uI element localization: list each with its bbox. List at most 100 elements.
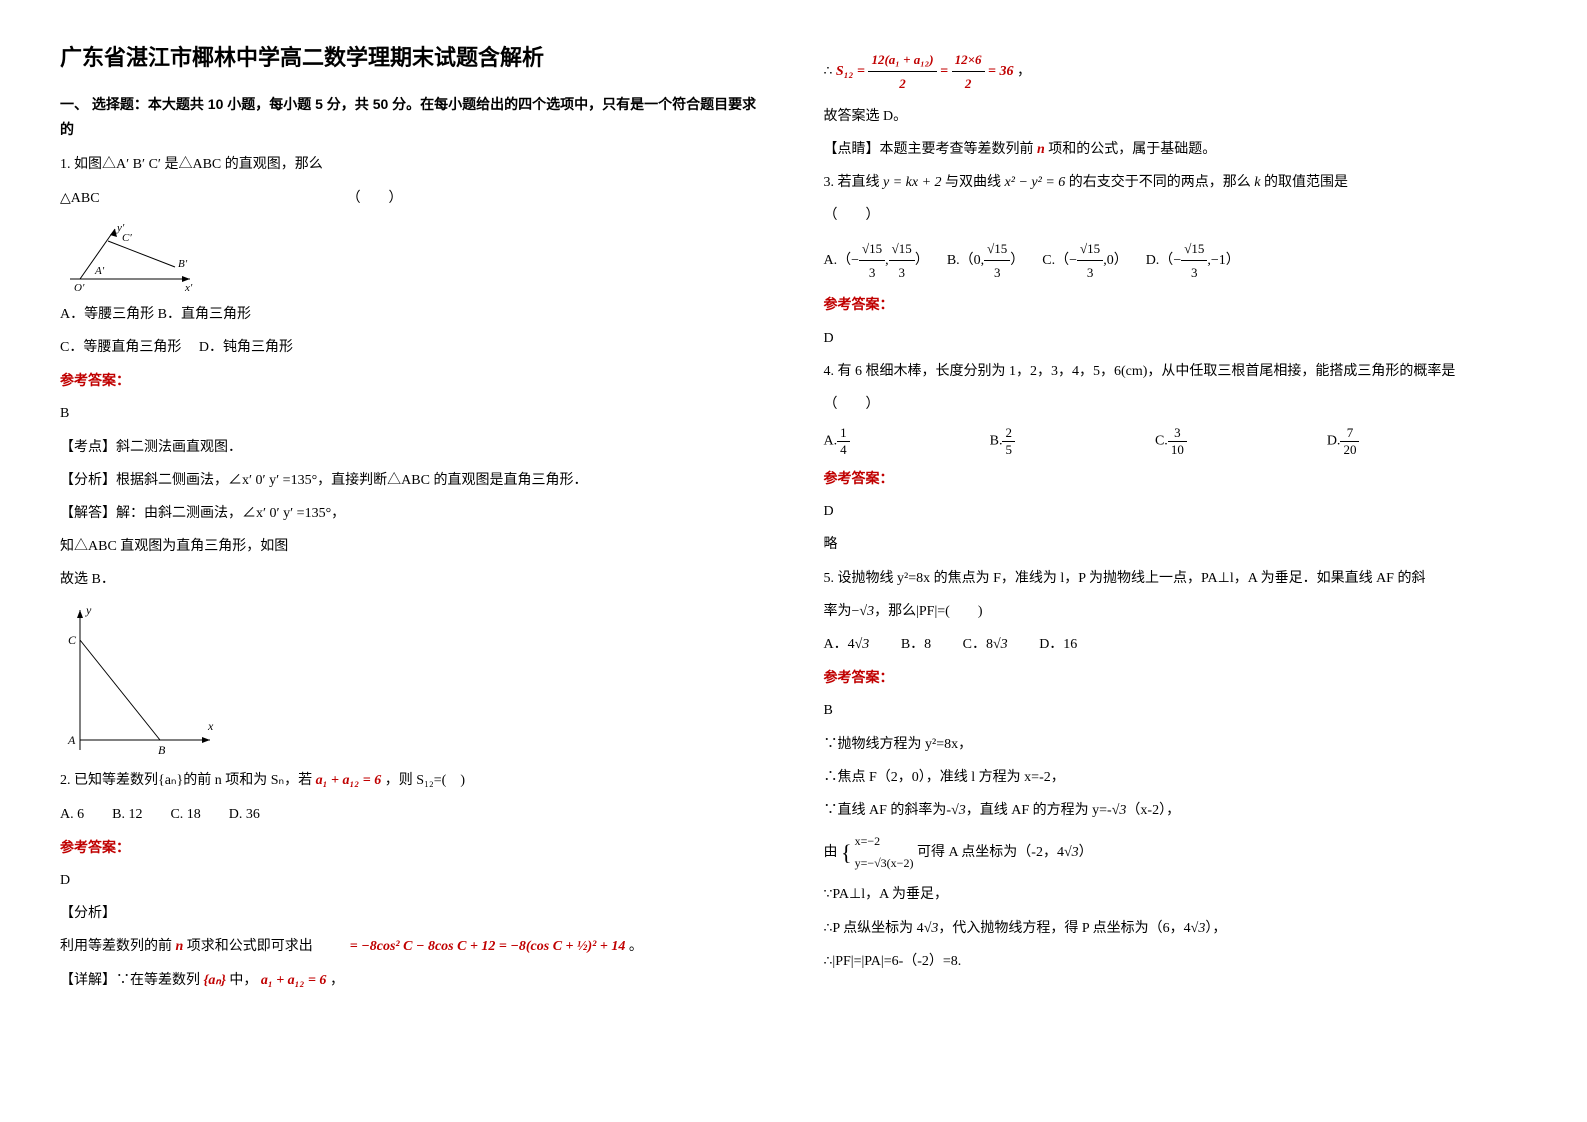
- q2-stem: 2. 已知等差数列{aₙ}的前 n 项和为 Sₙ，若 a₁ + a₁₂ = 6 …: [60, 768, 764, 793]
- q5-l5: ∵PA⊥l，A 为垂足，: [824, 882, 1528, 907]
- q5-s2a: 率为−: [824, 604, 860, 619]
- q2-dp: 【点睛】本题主要考查等差数列前 n 项和的公式，属于基础题。: [824, 137, 1528, 162]
- q5-stem1: 5. 设抛物线 y²=8x 的焦点为 F，准线为 l，P 为抛物线上一点，PA⊥…: [824, 566, 1528, 591]
- q1-ans-label: 参考答案：: [60, 368, 764, 393]
- q2-dp2: 项和的公式，属于基础题。: [1048, 142, 1216, 157]
- q5C-sqrt: √3: [993, 637, 1008, 652]
- svg-text:B: B: [158, 743, 166, 757]
- q5-l4c: ）: [1079, 845, 1093, 860]
- q5-l6b: ，代入抛物线方程，得 P 点坐标为（6，4: [938, 921, 1190, 936]
- q2-stem-text: 2. 已知等差数列{aₙ}的前 n 项和为 Sₙ，若: [60, 773, 312, 788]
- q5-l6a: ∴P 点纵坐标为 4: [824, 921, 924, 936]
- q3C-neg: −: [1069, 253, 1077, 268]
- q2-detail2: 中，: [229, 973, 257, 988]
- q1-optC: C．等腰直角三角形: [60, 340, 181, 355]
- q5-l6s1: √3: [924, 921, 939, 936]
- q3B-f: √153: [984, 237, 1010, 285]
- q5-l4b: 可得 A 点坐标为（-2，4: [917, 845, 1064, 860]
- s12-frac1-d: 2: [868, 72, 936, 95]
- q3B-pre: B.（: [947, 253, 974, 268]
- q3D-neg: −: [1173, 253, 1181, 268]
- q3D-suf: ）: [1226, 253, 1240, 268]
- q2-detail: 【详解】∵在等差数列 {aₙ} 中， a₁ + a₁₂ = 6 ，: [60, 968, 764, 993]
- q4B-n: 2: [1002, 425, 1015, 442]
- q1-paren: （ ）: [347, 191, 403, 206]
- s12-frac2-d: 2: [952, 72, 985, 95]
- q3D-f: √153: [1181, 237, 1207, 285]
- q3A-f1: √153: [859, 237, 885, 285]
- q5-stem2: 率为−√3，那么|PF|=( ): [824, 599, 1528, 624]
- svg-text:B′: B′: [178, 258, 188, 270]
- q5-l4: 由 { x=−2 y=−√3(x−2) 可得 A 点坐标为（-2，4√3）: [824, 831, 1528, 874]
- q3-paren: （ ）: [824, 203, 1528, 228]
- q1-ans: B: [60, 401, 764, 426]
- q2-detail3: a₁ + a₁₂ = 6: [261, 973, 327, 988]
- q4-stem: 4. 有 6 根细木棒，长度分别为 1，2，3，4，5，6(cm)，从中任取三根…: [824, 359, 1528, 384]
- q5-l6s2: √3: [1191, 921, 1206, 936]
- q5C: C．8: [963, 637, 993, 652]
- q2-tail: ，则 S₁₂=( ): [385, 773, 465, 788]
- q1-figure2: y x C A B: [60, 600, 220, 760]
- q2-long-formula: = −8cos² C − 8cos C + 12 = −8(cos C + ½)…: [350, 939, 626, 954]
- q4-optC: C.310: [1155, 425, 1187, 458]
- q5-s2b: ，那么|PF|=( ): [874, 604, 982, 619]
- q1-abc: △ABC: [60, 191, 100, 206]
- q3-eq2: x² − y² = 6: [1005, 175, 1066, 190]
- svg-text:y: y: [85, 603, 92, 617]
- q3B-suf: ）: [1010, 253, 1024, 268]
- q3-ans: D: [824, 326, 1528, 351]
- s12-res: = 36: [988, 64, 1013, 79]
- q5D: D．16: [1039, 637, 1077, 652]
- q4A-lbl: A.: [824, 434, 838, 449]
- q4C-n: 3: [1168, 425, 1187, 442]
- svg-text:A: A: [67, 733, 76, 747]
- q5-ans-label: 参考答案：: [824, 665, 1528, 690]
- q1-kp: 【考点】斜二测法画直观图．: [60, 435, 764, 460]
- q1-opts-ab: A．等腰三角形 B．直角三角形: [60, 302, 764, 327]
- q4-optB: B.25: [990, 425, 1015, 458]
- q5-l3s2: √3: [1112, 803, 1127, 818]
- q5-sqrt3a: √3: [859, 604, 874, 619]
- q5-sys2: y=−√3(x−2): [855, 853, 914, 875]
- q2-so: 故答案选 D。: [824, 104, 1528, 129]
- q4B-frac: 25: [1002, 425, 1015, 458]
- q3-eq1: y = kx + 2: [883, 175, 942, 190]
- q3-stem: 3. 若直线 y = kx + 2 与双曲线 x² − y² = 6 的右支交于…: [824, 170, 1528, 195]
- s12-line: ∴ S₁₂ = 12(a₁ + a₁₂) 2 = 12×6 2 = 36 ，: [824, 48, 1528, 96]
- q2-detail1: 【详解】∵在等差数列: [60, 973, 200, 988]
- q2-comma: ，: [330, 973, 344, 988]
- q4D-d: 20: [1340, 442, 1359, 458]
- q2-dp1: 【点睛】本题主要考查等差数列前: [824, 142, 1034, 157]
- q5-l3b: ，直线 AF 的方程为 y=-: [966, 803, 1112, 818]
- q2-an: {aₙ}: [204, 973, 226, 988]
- s12-frac1: 12(a₁ + a₁₂) 2: [868, 48, 936, 96]
- q3B-a: 0,: [974, 253, 985, 268]
- s12-sym: S₁₂ =: [836, 64, 865, 79]
- q2-cond: a₁ + a₁₂ = 6: [316, 773, 382, 788]
- q3A-f1d: 3: [859, 261, 885, 284]
- q4-brief: 略: [824, 532, 1528, 557]
- q3D-pre: D.（: [1146, 253, 1174, 268]
- q5-l7: ∴|PF|=|PA|=6-（-2）=8.: [824, 949, 1528, 974]
- q4A-d: 4: [837, 442, 850, 458]
- s12-frac2-n: 12×6: [952, 48, 985, 72]
- q3-s2: 与双曲线: [945, 175, 1001, 190]
- q2-fx-label: 【分析】: [60, 901, 764, 926]
- q5A-sqrt: √3: [855, 637, 870, 652]
- q3C-f: √153: [1077, 237, 1103, 285]
- q4D-lbl: D.: [1327, 434, 1341, 449]
- q3-opts: A.（−√153,√153） B.（0,√153） C.（−√153,0） D.…: [824, 237, 1528, 285]
- q4C-lbl: C.: [1155, 434, 1168, 449]
- q4B-lbl: B.: [990, 434, 1003, 449]
- q3-optB: B.（0,√153）: [947, 237, 1024, 285]
- q5-l3a: ∵直线 AF 的斜率为-: [824, 803, 952, 818]
- q4D-n: 7: [1340, 425, 1359, 442]
- q2-n-icon: n: [176, 939, 184, 954]
- q4A-frac: 14: [837, 425, 850, 458]
- q2-ans-label: 参考答案：: [60, 835, 764, 860]
- q3A-f2: √153: [889, 237, 915, 285]
- q5B: B．8: [901, 637, 931, 652]
- q2-ans: D: [60, 868, 764, 893]
- q3D-fd: 3: [1181, 261, 1207, 284]
- q3A-f2n: √15: [889, 237, 915, 261]
